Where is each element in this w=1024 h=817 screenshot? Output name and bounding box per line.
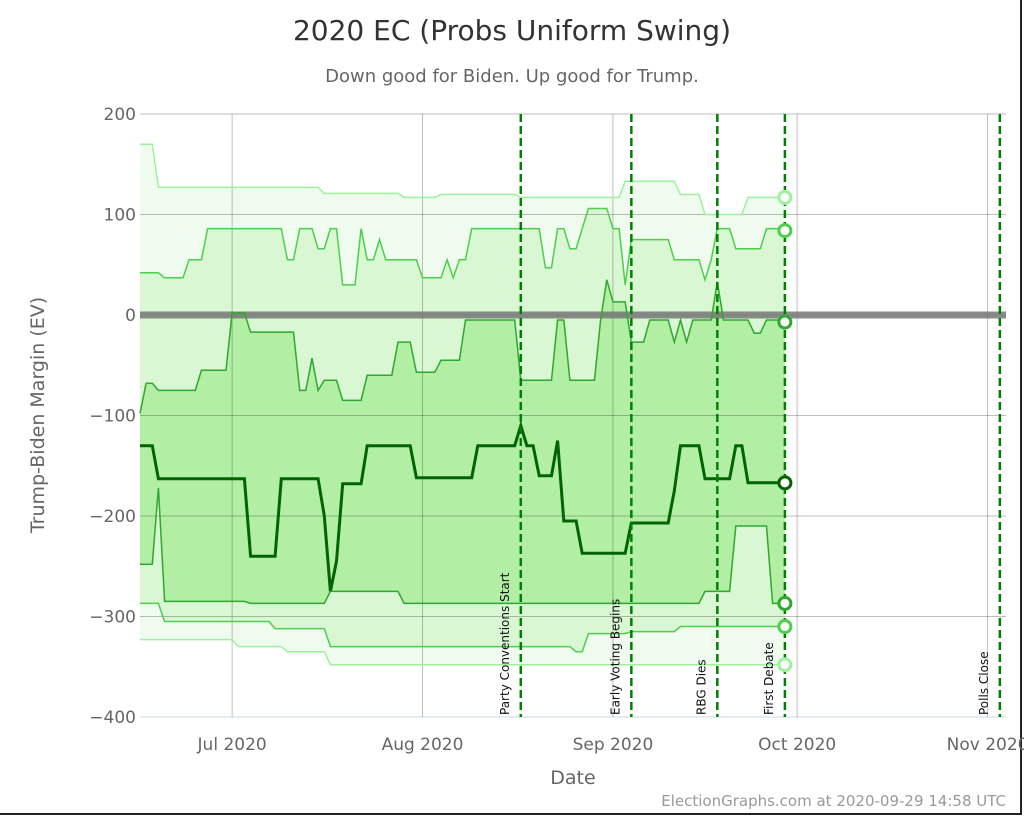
y-tick-label: −200 [89,507,136,527]
series-line-upper-inner [139,279,786,414]
event-label: RBG Dies [694,659,708,715]
inner-band [140,279,785,604]
event-label: Polls Close [977,651,991,715]
chart-subtitle: Down good for Biden. Up good for Trump. [325,66,699,87]
x-tick-label: Nov 2020 [947,735,1024,755]
event-markers: Party Conventions Start Early Voting Begi… [498,114,1002,717]
endpoint-marker [777,595,793,611]
endpoint-marker [777,189,793,205]
x-tick-label: Jul 2020 [197,735,267,755]
series-line-upper-middle [140,207,786,286]
y-tick-label: 200 [104,105,136,125]
endpoint-marker [777,314,793,330]
y-tick-label: −300 [89,608,136,628]
x-axis-label: Date [550,767,595,789]
series-line-lower-middle [140,602,785,653]
y-tick-label: 100 [104,206,136,226]
y-tick-label: −400 [89,708,136,728]
endpoint-marker [777,475,793,491]
x-tick-label: Aug 2020 [382,735,464,755]
event-label: Party Conventions Start [498,572,512,715]
series-line-lower-outer [140,638,785,666]
y-axis-label: Trump-Biden Margin (EV) [27,297,49,534]
event-label: Early Voting Begins [608,599,622,715]
endpoint-marker [777,657,793,673]
credit-text: ElectionGraphs.com at 2020-09-29 14:58 U… [661,792,1006,810]
endpoint-marker [777,619,793,635]
endpoint-markers [777,189,793,673]
axes: Date Trump-Biden Margin (EV) [27,297,596,789]
y-tick-label: 0 [125,306,136,326]
endpoint-marker [777,223,793,239]
y-tick-label: −100 [89,407,136,427]
series-line-median [140,420,785,592]
x-tick-label: Oct 2020 [758,735,836,755]
series-line-upper-outer [140,143,785,216]
x-tick-label: Sep 2020 [573,735,654,755]
band-fills [140,144,785,665]
chart-title: 2020 EC (Probs Uniform Swing) [292,14,731,47]
series-lines [139,143,786,666]
series-line-lower-inner [140,487,785,605]
event-label: First Debate [762,642,776,715]
